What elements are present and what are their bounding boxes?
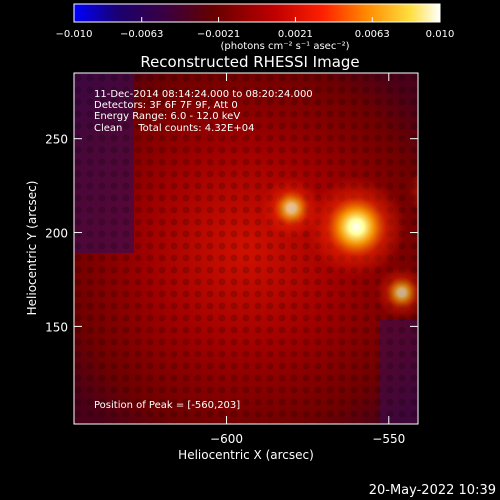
x-axis-ticks: −600−550−500 (210, 73, 405, 446)
y-tick-label: 150 (45, 320, 68, 334)
annotation-energy-range: Energy Range: 6.0 - 12.0 keV (94, 111, 240, 122)
emission-source (375, 266, 418, 320)
colorbar-tick-label: 0.010 (426, 29, 455, 40)
x-tick-label: −600 (210, 432, 243, 446)
colorbar-ticks: −0.010 −0.0063 −0.0021 0.0021 0.0063 0.010 (55, 17, 454, 40)
chart-title: Reconstructed RHESSI Image (140, 53, 359, 71)
colorbar-tick-label: −0.010 (55, 29, 92, 40)
y-tick-label: 200 (45, 227, 68, 241)
annotation-clean-counts: Clean Total counts: 4.32E+04 (94, 123, 254, 134)
timestamp: 20-May-2022 10:39 (369, 483, 496, 498)
emission-source (261, 177, 322, 239)
y-axis-ticks: 150 200 250 (45, 133, 418, 334)
peak-position-label: Position of Peak = [-560,203] (94, 400, 240, 411)
colorbar-tick-label: −0.0021 (197, 29, 240, 40)
colorbar-tick-label: 0.0021 (278, 29, 313, 40)
plot-frame (73, 72, 419, 425)
annotation-detectors: Detectors: 3F 6F 7F 9F, Att 0 (94, 100, 238, 111)
x-tick-label: −550 (372, 432, 405, 446)
colorbar-tick-label: 0.0063 (355, 29, 390, 40)
emission-source (407, 170, 418, 213)
colorbar-unit-label: (photons cm⁻² s⁻¹ asec⁻²) (220, 41, 349, 52)
colorbar (73, 3, 441, 23)
y-tick-label: 250 (45, 133, 68, 147)
x-axis-label: Heliocentric X (arcsec) (178, 448, 314, 462)
emission-source (306, 176, 407, 277)
colorbar-tick-label: −0.0063 (120, 29, 163, 40)
heatmap-image (74, 73, 418, 424)
y-axis-label: Heliocentric Y (arcsec) (25, 181, 39, 316)
annotation-time-range: 11-Dec-2014 08:14:24.000 to 08:20:24.000 (94, 89, 313, 100)
